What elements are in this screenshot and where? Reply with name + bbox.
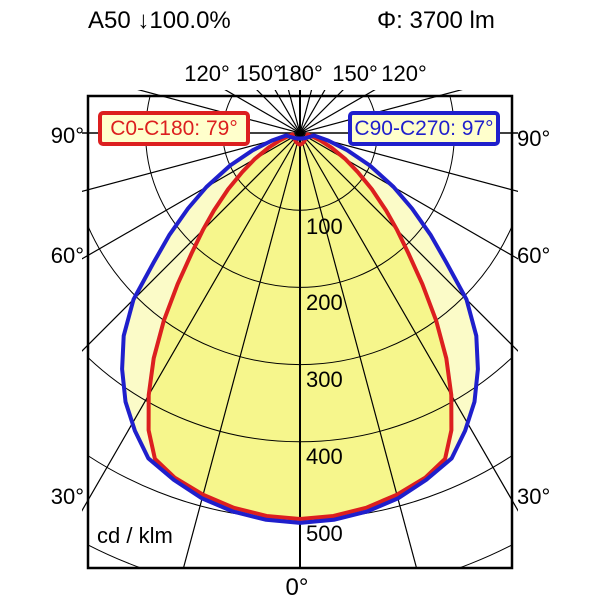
radial-scale-label-200: 200 xyxy=(306,290,343,315)
beam-angle-box-c0-c180: C0-C180: 79° xyxy=(98,111,250,146)
top-angle-label-120-left: 120° xyxy=(184,61,230,86)
product-code-label: A50 ↓100.0% xyxy=(88,7,231,34)
angle-label-left-30: 30° xyxy=(50,484,84,509)
beam-angle-box-c90-c270: C90-C270: 97° xyxy=(348,111,500,146)
angle-label-right-90: 90° xyxy=(517,126,551,151)
luminous-flux-label: Φ: 3700 lm xyxy=(377,7,495,34)
unit-label: cd / klm xyxy=(97,523,173,548)
angle-label-right-60: 60° xyxy=(517,243,551,268)
radial-scale-label-500: 500 xyxy=(306,521,343,546)
bottom-angle-label-0: 0° xyxy=(285,574,309,600)
angle-label-left-60: 60° xyxy=(50,243,84,268)
top-angle-label-120-right: 120° xyxy=(381,61,427,86)
beam-angle-c0-label: C0-C180: 79° xyxy=(110,116,238,140)
top-angle-label-150-right: 150° xyxy=(332,61,378,86)
radial-scale-label-100: 100 xyxy=(306,214,343,239)
top-angle-label-150-left: 150° xyxy=(236,61,282,86)
radial-scale-label-300: 300 xyxy=(306,367,343,392)
angle-label-right-30: 30° xyxy=(517,484,551,509)
angle-label-left-90: 90° xyxy=(50,123,84,148)
top-angle-label-180: 180° xyxy=(277,61,323,86)
beam-angle-c90-label: C90-C270: 97° xyxy=(354,116,494,140)
radial-scale-label-400: 400 xyxy=(306,444,343,469)
